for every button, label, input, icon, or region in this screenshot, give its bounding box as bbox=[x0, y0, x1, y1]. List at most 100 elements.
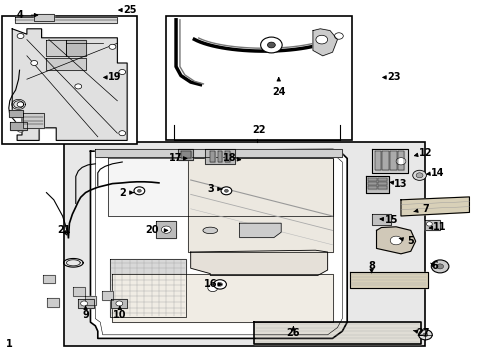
Polygon shape bbox=[378, 178, 386, 181]
Polygon shape bbox=[425, 220, 439, 230]
Polygon shape bbox=[239, 223, 281, 238]
Text: 21: 21 bbox=[57, 225, 70, 235]
Text: 2: 2 bbox=[119, 188, 134, 198]
Circle shape bbox=[412, 170, 426, 180]
Text: 10: 10 bbox=[113, 306, 126, 320]
Polygon shape bbox=[78, 299, 94, 308]
Text: 1: 1 bbox=[6, 339, 13, 349]
Polygon shape bbox=[378, 182, 386, 185]
Text: 11: 11 bbox=[428, 222, 446, 232]
Polygon shape bbox=[178, 149, 193, 160]
Circle shape bbox=[17, 127, 24, 132]
Polygon shape bbox=[73, 287, 85, 296]
Circle shape bbox=[430, 260, 448, 273]
Circle shape bbox=[116, 301, 122, 306]
Polygon shape bbox=[378, 186, 386, 189]
Polygon shape bbox=[46, 58, 85, 70]
Text: 22: 22 bbox=[252, 125, 265, 135]
Polygon shape bbox=[15, 17, 117, 23]
Circle shape bbox=[217, 283, 222, 286]
Circle shape bbox=[221, 187, 231, 195]
Polygon shape bbox=[156, 221, 176, 238]
Polygon shape bbox=[110, 259, 185, 317]
Polygon shape bbox=[367, 186, 376, 189]
Text: 23: 23 bbox=[382, 72, 400, 82]
Polygon shape bbox=[349, 272, 427, 288]
Text: 20: 20 bbox=[144, 225, 167, 235]
Text: 8: 8 bbox=[367, 261, 374, 273]
Text: 26: 26 bbox=[286, 327, 300, 338]
Polygon shape bbox=[112, 274, 332, 322]
Text: 17: 17 bbox=[169, 153, 186, 163]
Text: 25: 25 bbox=[119, 5, 136, 15]
Polygon shape bbox=[12, 29, 127, 140]
Polygon shape bbox=[43, 275, 55, 283]
Circle shape bbox=[334, 33, 343, 39]
Polygon shape bbox=[95, 149, 342, 157]
Ellipse shape bbox=[203, 227, 217, 234]
Polygon shape bbox=[210, 151, 215, 162]
Circle shape bbox=[260, 37, 282, 53]
Polygon shape bbox=[107, 158, 332, 216]
Circle shape bbox=[415, 173, 422, 178]
Polygon shape bbox=[47, 298, 59, 307]
Text: 7: 7 bbox=[413, 204, 428, 214]
Polygon shape bbox=[9, 110, 23, 117]
Circle shape bbox=[17, 102, 24, 107]
Circle shape bbox=[207, 284, 217, 292]
Circle shape bbox=[389, 236, 401, 245]
Circle shape bbox=[31, 60, 38, 66]
Polygon shape bbox=[66, 40, 85, 56]
Text: 18: 18 bbox=[223, 153, 240, 163]
Circle shape bbox=[422, 333, 427, 337]
Circle shape bbox=[161, 226, 171, 233]
Circle shape bbox=[17, 33, 24, 39]
Circle shape bbox=[267, 42, 275, 48]
Circle shape bbox=[395, 158, 405, 165]
Circle shape bbox=[426, 222, 431, 226]
Polygon shape bbox=[374, 151, 380, 170]
Circle shape bbox=[436, 264, 443, 269]
Circle shape bbox=[119, 131, 125, 136]
Text: 15: 15 bbox=[379, 215, 397, 225]
Polygon shape bbox=[84, 296, 96, 305]
Polygon shape bbox=[254, 322, 420, 344]
Polygon shape bbox=[367, 182, 376, 185]
Circle shape bbox=[81, 301, 87, 306]
Circle shape bbox=[75, 84, 81, 89]
Text: 24: 24 bbox=[271, 78, 285, 97]
Polygon shape bbox=[365, 176, 388, 193]
Text: 5: 5 bbox=[398, 236, 413, 246]
Polygon shape bbox=[371, 149, 407, 173]
Polygon shape bbox=[389, 151, 396, 170]
Bar bbox=[166, 16, 351, 140]
Polygon shape bbox=[188, 158, 332, 252]
Polygon shape bbox=[10, 122, 27, 130]
Polygon shape bbox=[312, 29, 337, 56]
Bar bbox=[63, 142, 425, 346]
Text: 3: 3 bbox=[206, 184, 222, 194]
Polygon shape bbox=[224, 151, 229, 162]
Text: 13: 13 bbox=[389, 179, 407, 189]
Polygon shape bbox=[217, 151, 222, 162]
Text: 19: 19 bbox=[103, 72, 122, 82]
Polygon shape bbox=[34, 14, 54, 21]
Circle shape bbox=[134, 187, 144, 195]
Text: 16: 16 bbox=[203, 279, 221, 289]
Circle shape bbox=[418, 330, 431, 340]
Text: 14: 14 bbox=[426, 168, 444, 178]
Polygon shape bbox=[400, 197, 468, 216]
Polygon shape bbox=[367, 178, 376, 181]
Text: 4: 4 bbox=[16, 10, 38, 20]
Circle shape bbox=[137, 189, 141, 192]
Polygon shape bbox=[102, 291, 113, 300]
Bar bbox=[2, 16, 137, 144]
Polygon shape bbox=[181, 151, 190, 158]
Polygon shape bbox=[23, 113, 44, 128]
Polygon shape bbox=[371, 214, 390, 225]
Circle shape bbox=[213, 280, 226, 289]
Text: 27: 27 bbox=[412, 328, 429, 338]
Polygon shape bbox=[376, 227, 415, 254]
Polygon shape bbox=[90, 149, 346, 338]
Polygon shape bbox=[397, 151, 404, 170]
